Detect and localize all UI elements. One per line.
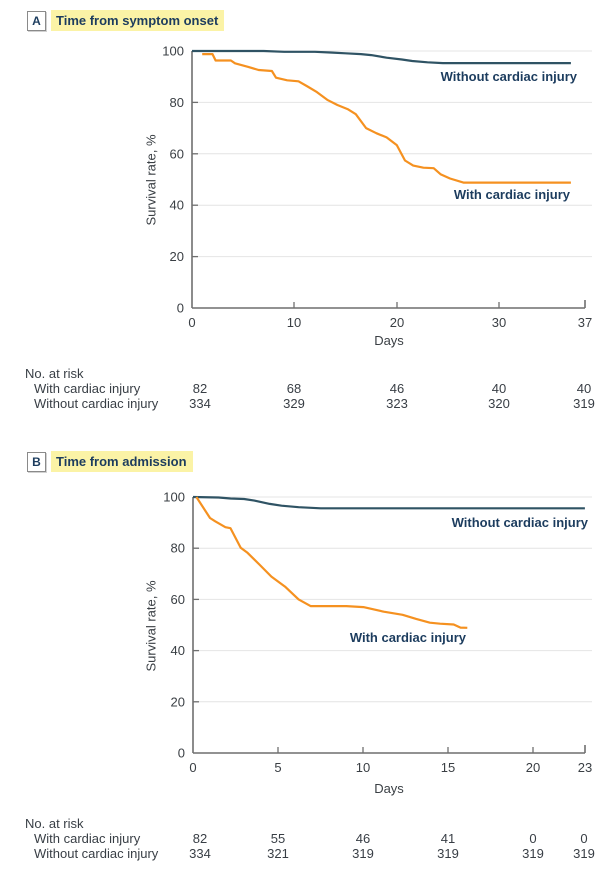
x-tick-label-10: 10 (356, 760, 370, 775)
panel-a-title: Time from symptom onset (51, 10, 225, 31)
risk-value: 321 (267, 846, 289, 861)
curve-with-cardiac-injury (195, 496, 468, 629)
y-tick-label-20: 20 (170, 249, 184, 264)
panel-a-label-box: A (27, 11, 46, 31)
risk-value: 46 (355, 831, 371, 846)
risk-value: 82 (192, 831, 208, 846)
curve-without-cardiac-injury (192, 49, 571, 65)
panel-a-risk-row1-label: With cardiac injury (34, 381, 141, 396)
series-label-with-cardiac-injury: With cardiac injury (454, 187, 571, 202)
y-tick-label-40: 40 (171, 643, 185, 658)
curve-without-cardiac-injury (192, 495, 585, 510)
risk-value: 0 (580, 831, 588, 846)
panel-b-label-box: B (27, 452, 46, 472)
panel-b-letter: B (32, 455, 41, 469)
panel-a-x-axis-label: Days (374, 333, 404, 348)
x-tick-label-5: 5 (274, 760, 281, 775)
curve-with-cardiac-injury (202, 52, 571, 184)
y-tick-label-80: 80 (171, 541, 185, 556)
risk-value: 319 (352, 846, 374, 861)
x-tick-label-23: 23 (578, 760, 592, 775)
panel-a-risk-row2-label: Without cardiac injury (34, 396, 159, 411)
series-label-with-cardiac-injury: With cardiac injury (350, 630, 467, 645)
y-tick-label-60: 60 (171, 592, 185, 607)
panel-a-risk-title: No. at risk (25, 366, 84, 381)
series-label-without-cardiac-injury: Without cardiac injury (452, 515, 589, 530)
y-tick-label-80: 80 (170, 95, 184, 110)
y-tick-label-0: 0 (178, 746, 185, 761)
panel-b-x-axis-label: Days (374, 781, 404, 796)
x-tick-label-20: 20 (526, 760, 540, 775)
risk-value: 0 (529, 831, 537, 846)
risk-value: 40 (491, 381, 507, 396)
x-tick-label-15: 15 (441, 760, 455, 775)
y-tick-label-0: 0 (177, 301, 184, 316)
y-tick-label-20: 20 (171, 694, 185, 709)
panel-b-title: Time from admission (51, 451, 193, 472)
risk-value: 68 (286, 381, 302, 396)
panel-b-risk-title: No. at risk (25, 816, 84, 831)
series-label-without-cardiac-injury: Without cardiac injury (441, 69, 578, 84)
x-tick-label-10: 10 (287, 315, 301, 330)
risk-value: 334 (189, 396, 211, 411)
panel-b-risk-row1-label: With cardiac injury (34, 831, 141, 846)
x-tick-label-37: 37 (578, 315, 592, 330)
y-tick-label-100: 100 (163, 490, 185, 505)
risk-value: 319 (573, 396, 595, 411)
risk-value: 319 (522, 846, 544, 861)
y-tick-label-100: 100 (162, 44, 184, 59)
x-tick-label-20: 20 (390, 315, 404, 330)
risk-value: 55 (270, 831, 286, 846)
x-tick-label-0: 0 (188, 315, 195, 330)
panel-b-risk-row2-label: Without cardiac injury (34, 846, 159, 861)
risk-value: 323 (386, 396, 408, 411)
risk-value: 82 (192, 381, 208, 396)
y-tick-label-60: 60 (170, 146, 184, 161)
risk-value: 46 (389, 381, 405, 396)
risk-value: 319 (573, 846, 595, 861)
risk-value: 40 (576, 381, 592, 396)
risk-value: 329 (283, 396, 305, 411)
panel-a-letter: A (32, 14, 41, 28)
y-tick-label-40: 40 (170, 198, 184, 213)
x-tick-label-0: 0 (189, 760, 196, 775)
risk-value: 319 (437, 846, 459, 861)
risk-value: 41 (440, 831, 456, 846)
risk-value: 334 (189, 846, 211, 861)
risk-value: 320 (488, 396, 510, 411)
x-tick-label-30: 30 (492, 315, 506, 330)
